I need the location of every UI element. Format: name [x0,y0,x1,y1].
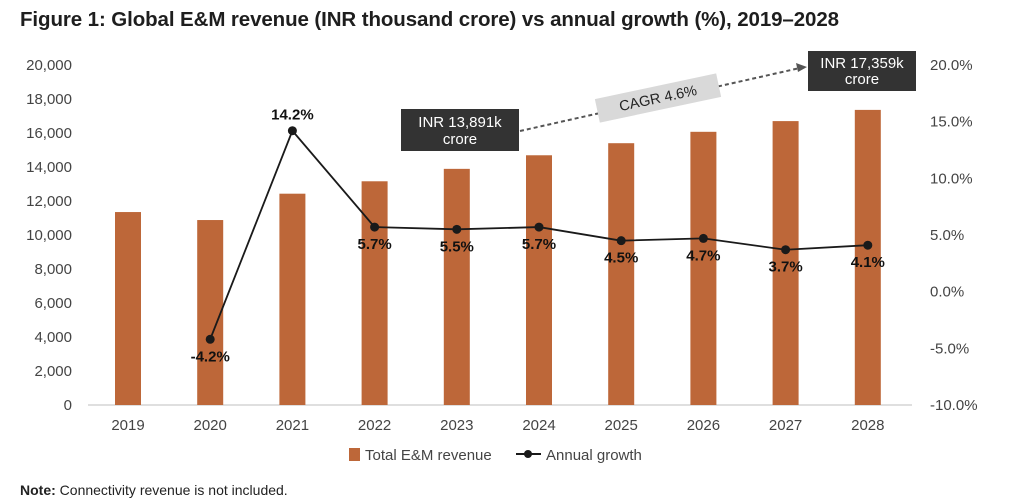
legend-bar-swatch [349,448,360,461]
left-tick-label: 0 [64,397,72,414]
right-tick-label: -5.0% [930,340,969,357]
bar-2020 [197,220,224,405]
bar-2022 [361,181,388,405]
x-tick-label: 2019 [111,417,144,434]
left-tick-label: 8,000 [34,261,72,278]
left-tick-label: 4,000 [34,329,72,346]
x-tick-label: 2027 [769,417,802,434]
x-tick-label: 2023 [440,417,473,434]
left-tick-label: 16,000 [26,125,72,142]
legend-label-revenue: Total E&M revenue [365,447,492,464]
point-2021 [287,126,297,136]
bar-2025 [608,143,635,405]
data-label-2021: 14.2% [271,107,314,124]
data-label-2027: 3.7% [768,259,802,276]
chart-title: Figure 1: Global E&M revenue (INR thousa… [20,8,839,31]
data-label-2022: 5.7% [357,236,391,253]
left-tick-label: 2,000 [34,363,72,380]
x-tick-label: 2025 [605,417,638,434]
data-label-2024: 5.7% [522,236,556,253]
chart: 0 2,000 4,000 6,000 8,000 10,000 12,000 14,000 1… [26,51,978,464]
line-points [205,126,873,344]
x-tick-label: 2020 [194,417,227,434]
data-label-2025: 4.5% [604,250,638,267]
left-axis: 0 2,000 4,000 6,000 8,000 10,000 12,000 14,000 1… [26,57,72,414]
note-label: Note: [20,482,56,498]
legend-label-growth: Annual growth [546,447,642,464]
data-label-2026: 4.7% [686,247,720,264]
left-tick-label: 18,000 [26,91,72,108]
start-value-line2: crore [443,131,477,148]
left-tick-label: 10,000 [26,227,72,244]
legend-marker-icon [524,450,532,458]
footnote: Note: Connectivity revenue is not includ… [20,482,288,498]
bar-2019 [115,212,141,405]
x-tick-label: 2021 [276,417,309,434]
right-tick-label: -10.0% [930,397,978,414]
bar-2026 [690,131,717,405]
bar-2024 [526,155,552,405]
cagr-annotation: CAGR 4.6% INR 13,891k crore INR 17,359k … [401,51,916,151]
bar-2027 [772,121,799,405]
point-2023 [452,224,462,234]
right-tick-label: 15.0% [930,114,973,131]
end-value-line2: crore [845,71,879,88]
right-axis: -10.0% -5.0% 0.0% 5.0% 10.0% 15.0% 20.0% [930,57,978,414]
x-tick-label: 2022 [358,417,391,434]
point-2026 [698,233,708,243]
note-text: Connectivity revenue is not included. [55,482,288,498]
right-tick-label: 0.0% [930,284,964,301]
data-label-2020: -4.2% [191,348,230,365]
line-data-labels: -4.2% 14.2% 5.7% 5.5% 5.7% 4.5% 4.7% 3.7% 4.1% [191,107,885,366]
end-value-box [808,51,916,91]
right-tick-label: 20.0% [930,57,973,74]
x-tick-label: 2026 [687,417,720,434]
start-value-box [401,109,519,151]
start-value-line1: INR 13,891k [418,114,502,131]
point-2025 [616,236,626,246]
right-tick-label: 10.0% [930,170,973,187]
arrow-head-icon [796,63,807,72]
x-tick-label: 2028 [851,417,884,434]
bar-2021 [279,193,306,405]
left-tick-label: 6,000 [34,295,72,312]
point-2020 [205,334,215,344]
bar-2023 [443,168,470,405]
x-tick-label: 2024 [522,417,555,434]
legend: Total E&M revenue Annual growth [349,447,642,464]
point-2028 [863,240,873,250]
end-value-line1: INR 17,359k [820,55,904,72]
point-2027 [781,245,791,255]
data-label-2023: 5.5% [440,238,474,255]
left-tick-label: 12,000 [26,193,72,210]
point-2024 [534,222,544,232]
x-axis: 2019 2020 2021 2022 2023 2024 2025 2026 2027 2028 [111,417,884,434]
cagr-band [594,73,722,123]
left-tick-label: 14,000 [26,159,72,176]
bar-series [115,109,881,405]
point-2022 [370,222,380,232]
left-tick-label: 20,000 [26,57,72,74]
data-label-2028: 4.1% [851,254,885,271]
bar-2028 [854,109,881,405]
right-tick-label: 5.0% [930,227,964,244]
